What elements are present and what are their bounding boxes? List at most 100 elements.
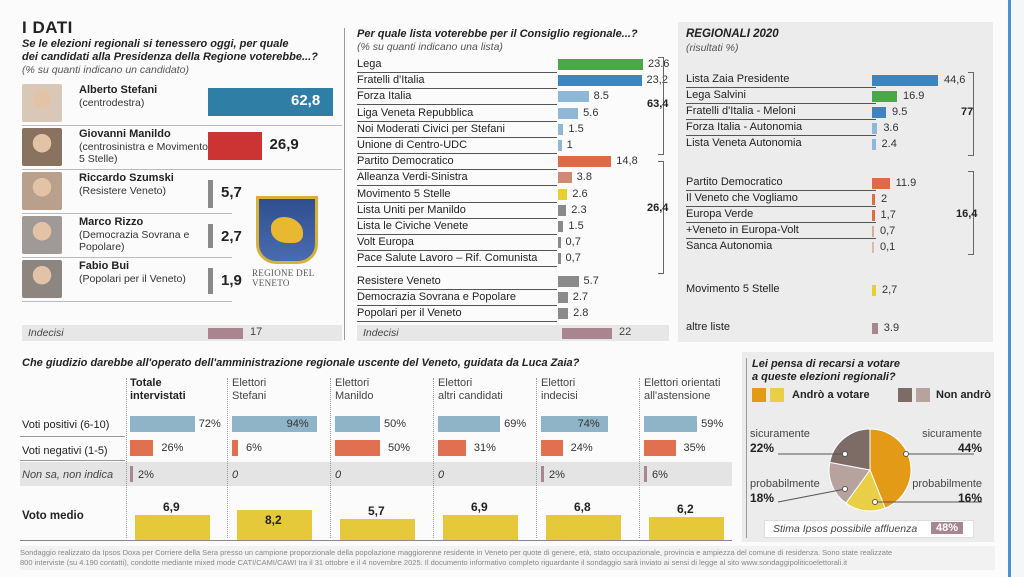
row-label-negative: Voti negativi (1-5) <box>22 445 108 457</box>
pie-slice-value: 16% <box>957 491 982 505</box>
divider <box>746 358 747 538</box>
positive-value: 74% <box>577 418 600 430</box>
average-value: 8,2 <box>265 513 282 527</box>
candidates-question-line2: dei candidati alla Presidenza della Regi… <box>22 51 318 63</box>
negative-value: 35% <box>683 442 706 454</box>
average-value: 6,8 <box>574 500 591 515</box>
list-row-label: Partito Democratico <box>357 154 557 171</box>
divider <box>344 28 345 340</box>
column-header: Elettori <box>541 377 576 389</box>
candidate-row: Giovanni Manildo (centrosinistra e Movime… <box>22 126 342 170</box>
list-row-label: Lega <box>357 57 557 73</box>
regionali-bar <box>872 242 874 253</box>
list-value: 23.6 <box>648 58 670 70</box>
column-divider <box>227 378 228 538</box>
turnout-estimate: Stima Ipsos possibile affluenza 48% <box>764 520 974 538</box>
candidate-row: Alberto Stefani (centrodestra) 62,8 <box>22 82 342 126</box>
regionali-value: 2.4 <box>881 138 897 150</box>
regionali-value: 3.6 <box>883 122 899 134</box>
positive-value: 69% <box>504 418 527 430</box>
candidate-party: (centrosinistra e Movimento 5 Stelle) <box>79 141 208 165</box>
legend-swatch-prob-no <box>916 388 930 402</box>
regionali-row-label: Fratelli d'Italia - Meloni <box>686 104 876 120</box>
negative-bar <box>232 440 238 456</box>
column-header: Elettori orientati <box>644 377 721 389</box>
regionali-value: 11.9 <box>895 177 917 189</box>
positive-value: 94% <box>286 418 309 430</box>
column-header: Elettori <box>335 377 370 389</box>
negative-value: 50% <box>388 442 411 454</box>
list-bar <box>558 123 564 135</box>
average-bar <box>546 515 621 540</box>
list-row-label: Lista le Civiche Venete <box>357 219 557 235</box>
positive-bar <box>130 416 195 432</box>
negative-bar <box>541 440 563 456</box>
positive-bar <box>232 416 317 432</box>
average-value: 5,7 <box>368 504 385 519</box>
regionali-row-label: Partito Democratico <box>686 175 876 191</box>
no-answer-band <box>20 462 732 486</box>
regionali-value: 3.9 <box>883 322 900 334</box>
regionali-bar <box>872 210 875 221</box>
regione-veneto-crest-icon <box>256 196 318 264</box>
candidates-question-line1: Se le elezioni regionali si tenessero og… <box>22 38 289 50</box>
column-header: indecisi <box>541 390 578 402</box>
regionali-bar <box>872 285 876 296</box>
list-value: 8.5 <box>593 90 609 103</box>
lists-undecided-row: Indecisi 22 <box>357 325 669 341</box>
candidate-bar <box>208 180 213 208</box>
bracket-2020-centrosinistra <box>968 171 974 255</box>
regionali-row-label: Lista Zaia Presidente <box>686 72 876 88</box>
average-bar <box>237 510 312 540</box>
regionali-bar <box>872 194 875 205</box>
column-header: all'astensione <box>644 390 711 402</box>
estimate-value: 48% <box>931 522 964 534</box>
negative-value: 31% <box>473 442 496 454</box>
list-row-label: Unione di Centro-UDC <box>357 138 557 154</box>
lists-panel: Per quale lista voterebbe per il Consigl… <box>357 28 672 343</box>
pie-marker-dot <box>872 499 878 505</box>
list-value: 2.7 <box>572 290 589 303</box>
list-row-label: Lista Uniti per Manildo <box>357 203 557 219</box>
column-header: intervistati <box>130 390 186 402</box>
regionali-row-label: Forza Italia - Autonomia <box>686 120 876 136</box>
candidates-panel: I DATI Se le elezioni regionali si tenes… <box>22 18 342 343</box>
column-divider <box>433 378 434 538</box>
candidates-undecided-row: Indecisi 17 <box>22 325 342 341</box>
column-header: altri candidati <box>438 390 503 402</box>
turnout-panel: Lei pensa di recarsi a votare a queste e… <box>742 352 994 542</box>
list-value: 23,2 <box>646 74 668 87</box>
average-value: 6,2 <box>677 502 694 517</box>
list-value: 1.5 <box>568 122 584 135</box>
candidate-party: (Resistere Veneto) <box>79 185 166 197</box>
list-value: 1.5 <box>568 220 584 232</box>
candidate-row: Fabio Bui (Popolari per il Veneto) 1,9 <box>22 258 242 302</box>
legend-swatch-sure-go <box>752 388 766 402</box>
regionali-bar <box>872 139 876 150</box>
undecided-label: Indecisi <box>28 327 64 339</box>
average-bar <box>649 517 724 540</box>
pie-marker-dot <box>842 486 848 492</box>
list-bar <box>558 204 567 216</box>
bracket-centrosinistra <box>658 161 664 274</box>
regionali-row-label: Il Veneto che Vogliamo <box>686 191 876 207</box>
pie-slice-value: 22% <box>750 441 775 455</box>
row-divider <box>20 436 125 437</box>
lists-question: Per quale lista voterebbe per il Consigl… <box>357 28 638 40</box>
average-value: 6,9 <box>471 499 488 514</box>
legend-no-label: Non andrò <box>936 389 991 401</box>
judgement-question: Che giudizio darebbe all'operato dell'am… <box>22 357 580 369</box>
regionali-row-label: Lista Veneta Autonomia <box>686 137 802 149</box>
sum-centrodestra: 63,4 <box>647 98 669 110</box>
list-bar <box>558 59 643 70</box>
average-value: 6,9 <box>163 499 180 514</box>
negative-bar <box>130 440 154 456</box>
list-bar <box>558 308 569 319</box>
regionali-bar <box>872 226 874 237</box>
candidate-bar <box>208 224 213 248</box>
turnout-question-line2: a queste elezioni regionali? <box>752 371 896 383</box>
pie-marker-dot <box>842 451 848 457</box>
list-row-label: Fratelli d'Italia <box>357 73 557 90</box>
negative-value: 6% <box>246 442 262 454</box>
undecided-bar <box>208 328 243 339</box>
